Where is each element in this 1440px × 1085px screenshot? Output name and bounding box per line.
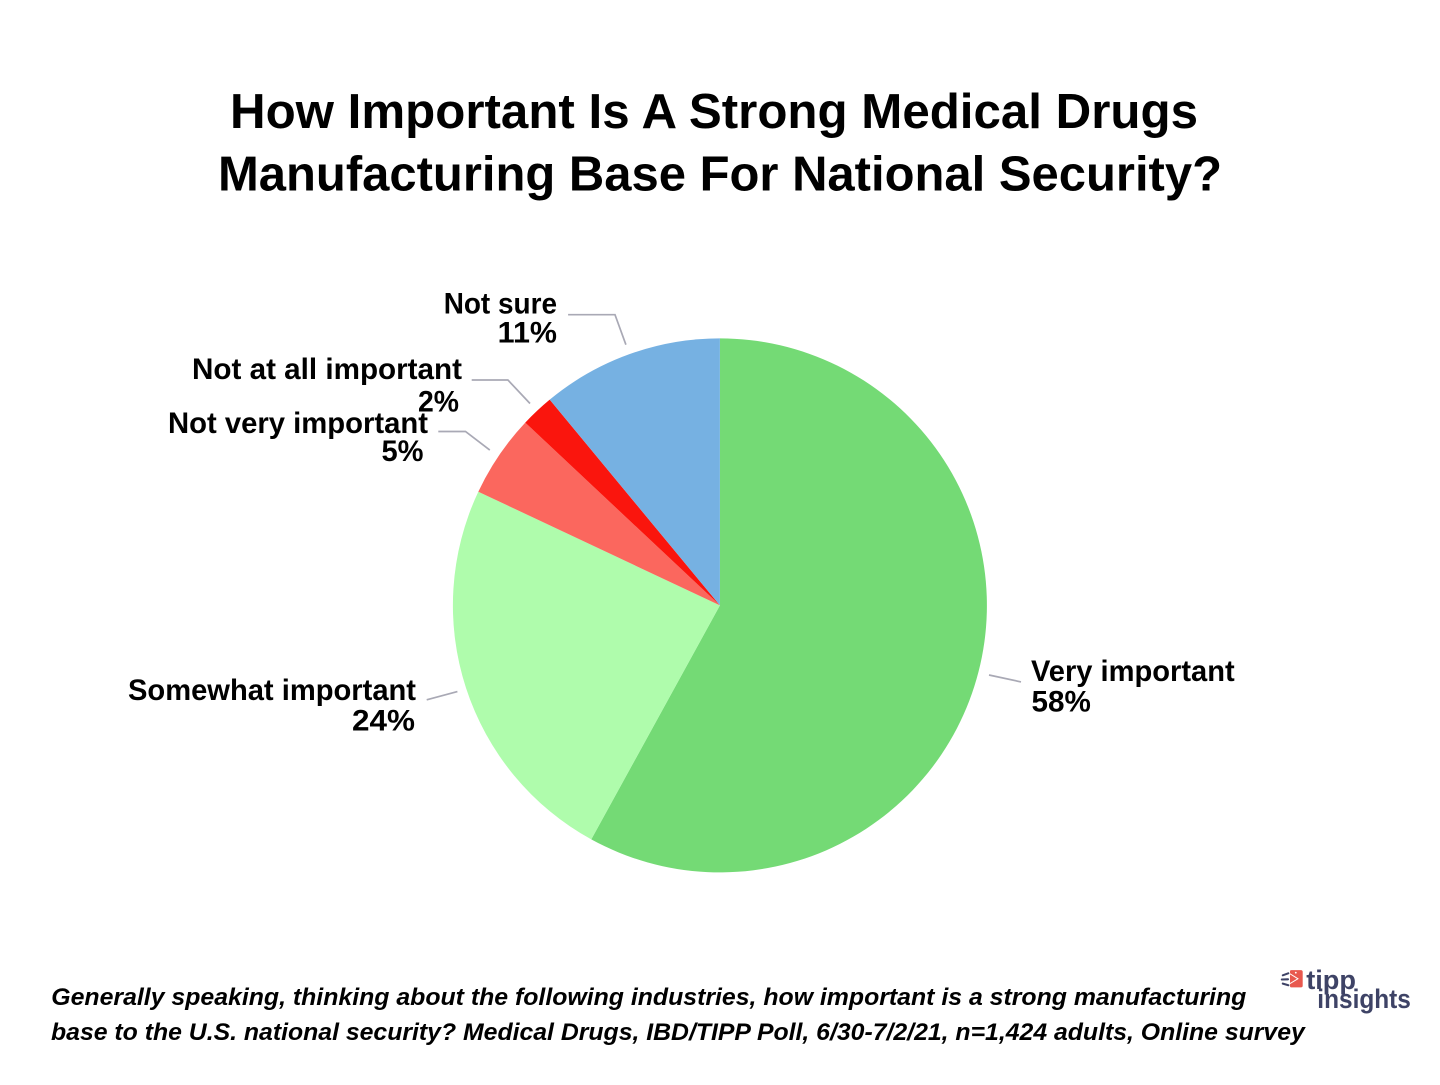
svg-text:Not at all important: Not at all important [192, 354, 462, 386]
svg-text:24%: 24% [352, 705, 415, 737]
svg-text:2%: 2% [418, 387, 459, 419]
svg-text:insights: insights [1317, 984, 1411, 1014]
svg-text:5%: 5% [382, 436, 424, 468]
svg-text:Not very important: Not very important [168, 408, 428, 440]
svg-text:58%: 58% [1032, 687, 1091, 719]
svg-text:11%: 11% [498, 317, 557, 349]
svg-text:Generally speaking, thinking a: Generally speaking, thinking about the f… [51, 984, 1246, 1011]
svg-text:Somewhat important: Somewhat important [128, 675, 416, 707]
svg-text:tipp: tipp [1306, 965, 1356, 995]
svg-text:base to the U.S. national secu: base to the U.S. national security? Medi… [51, 1019, 1307, 1046]
svg-text:Manufacturing Base For Nationa: Manufacturing Base For National Security… [218, 147, 1222, 202]
svg-text:How Important Is A Strong Medi: How Important Is A Strong Medical Drugs [230, 84, 1198, 139]
svg-text:Very important: Very important [1031, 656, 1235, 688]
svg-text:Not sure: Not sure [444, 288, 557, 320]
